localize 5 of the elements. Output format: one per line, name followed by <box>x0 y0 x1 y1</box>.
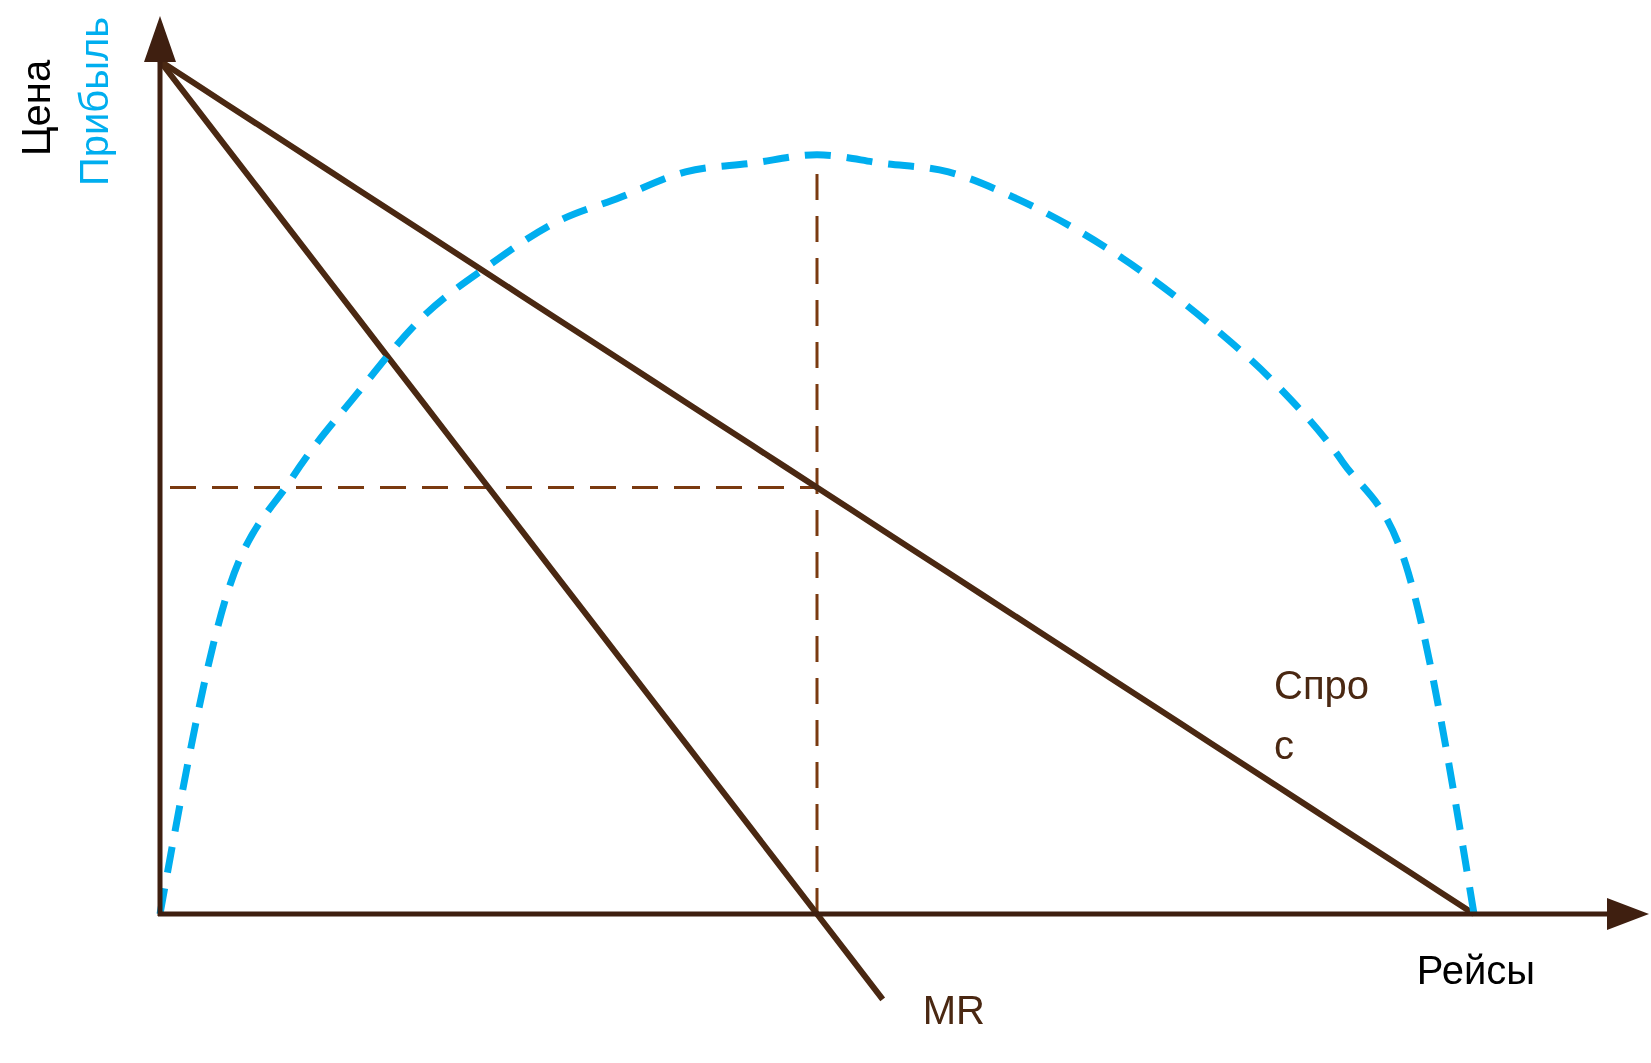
x-axis-title: Рейсы <box>1416 948 1535 992</box>
y-axis-title: Цена <box>14 59 58 156</box>
text: Прибыль <box>72 16 116 186</box>
series-label: MR <box>922 988 985 1033</box>
series-label: Спрос <box>1274 663 1370 767</box>
